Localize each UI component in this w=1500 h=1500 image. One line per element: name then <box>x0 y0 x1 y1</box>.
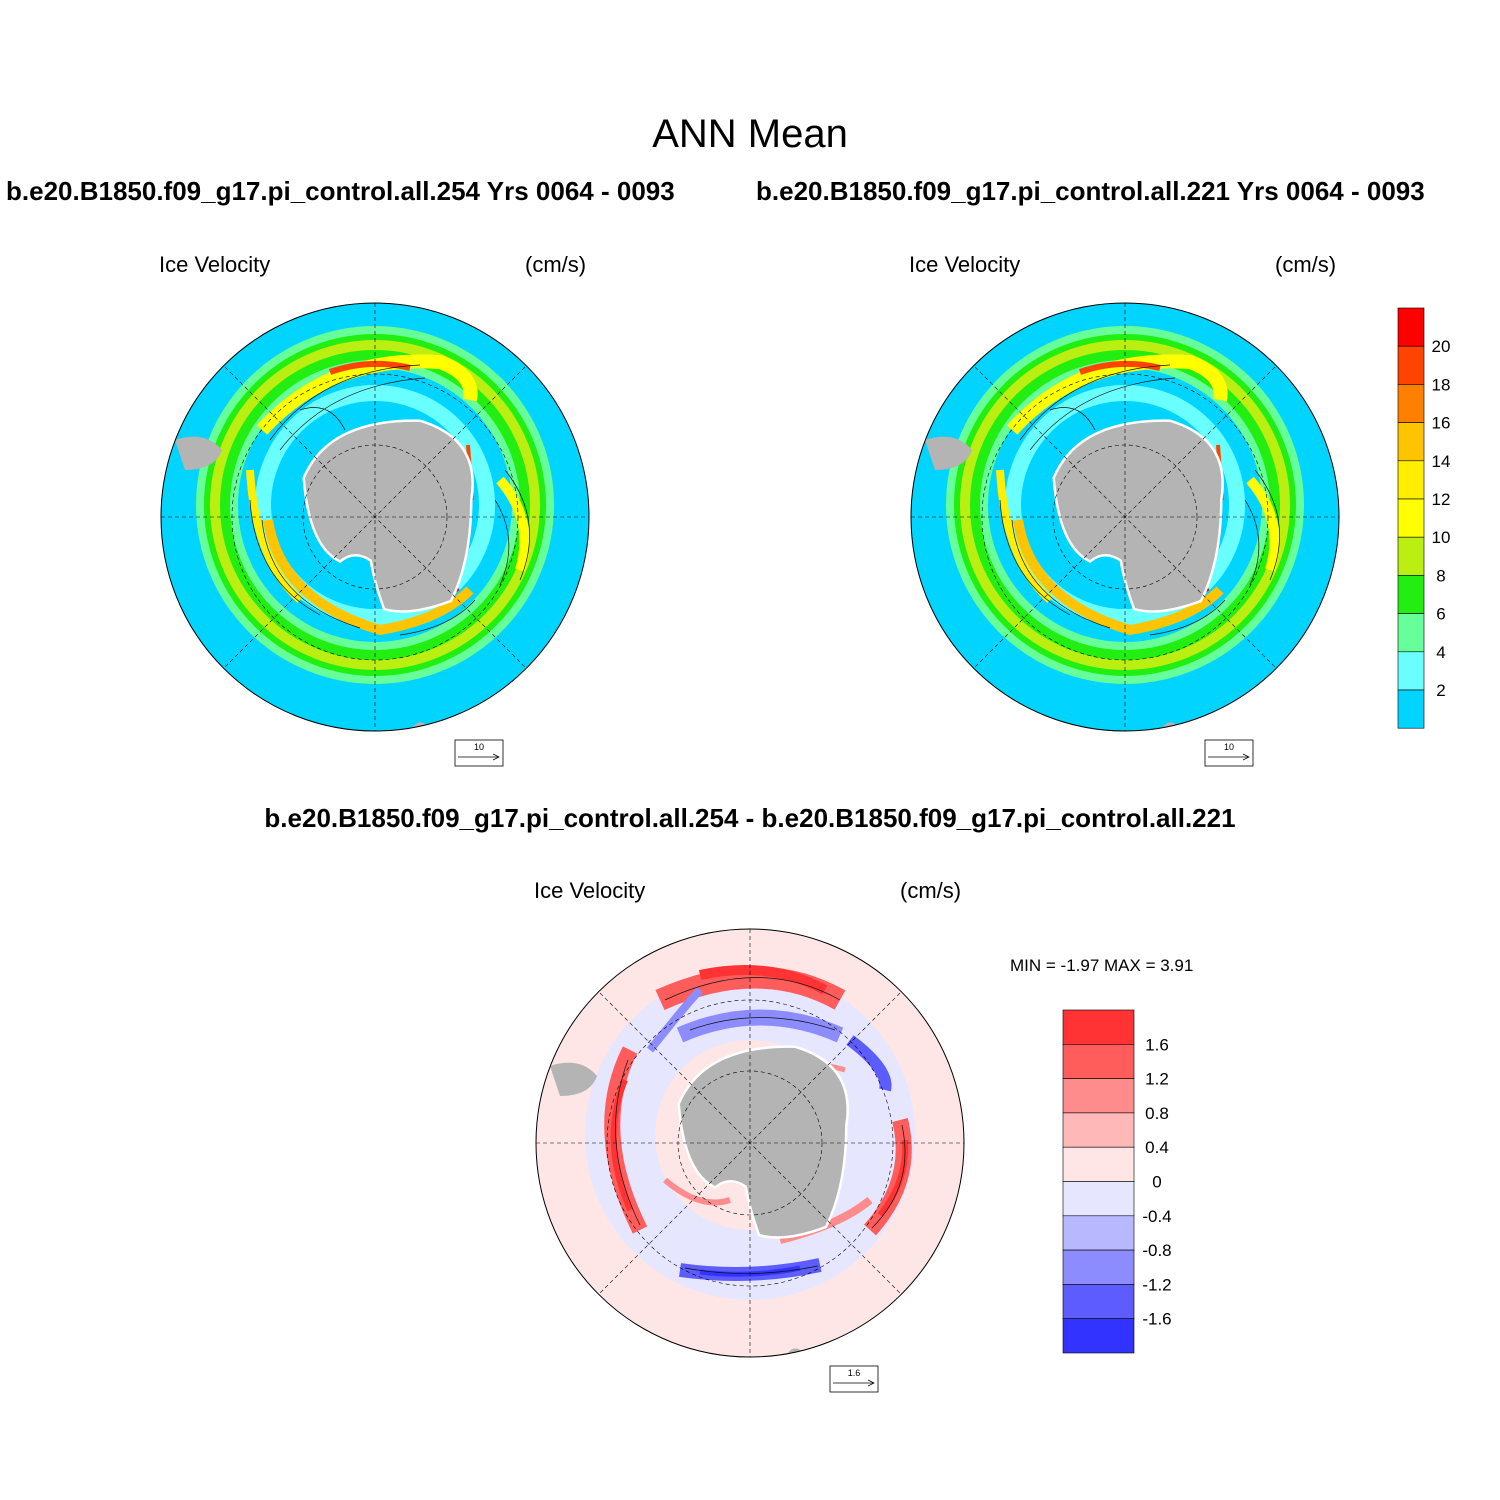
right-case-title: b.e20.B1850.f09_g17.pi_control.all.221 Y… <box>756 176 1425 206</box>
land-south-america <box>550 1062 597 1096</box>
colorbar-label: 12 <box>1432 490 1451 509</box>
colorbar-swatch <box>1062 1146 1135 1182</box>
colorbar-swatch <box>1062 1318 1135 1354</box>
colorbar-label: 16 <box>1432 414 1451 433</box>
colorbar-label: 0 <box>1152 1173 1161 1192</box>
colorbar-swatch <box>1397 651 1425 691</box>
diff-variable-label: Ice Velocity <box>534 878 646 903</box>
colorbar-swatch <box>1397 498 1425 538</box>
colorbar-label: -0.8 <box>1142 1241 1171 1260</box>
land-south-america <box>175 436 222 470</box>
colorbar-label: 2 <box>1436 681 1445 700</box>
reference-vector-label: 10 <box>1224 742 1234 752</box>
reference-vector-label: 1.6 <box>848 1368 861 1378</box>
colorbar-swatch <box>1397 575 1425 614</box>
ice-speed-field <box>161 303 589 731</box>
map-panel-difference: 1.6 <box>535 928 965 1393</box>
map-panel-case-221: 10 <box>910 302 1340 767</box>
colorbar-label: 1.6 <box>1145 1035 1169 1054</box>
colorbar-swatch <box>1397 460 1425 500</box>
colorbar-swatch <box>1062 1215 1135 1251</box>
colorbar-label: -1.2 <box>1142 1275 1171 1294</box>
reference-vector-label: 10 <box>474 742 484 752</box>
colorbar-swatch <box>1062 1181 1135 1217</box>
diff-min-max: MIN = -1.97 MAX = 3.91 <box>1010 956 1194 975</box>
map-panel-case-254: 10 <box>160 302 590 767</box>
colorbar-swatch <box>1062 1078 1135 1114</box>
graticule <box>911 303 1339 731</box>
colorbar-label: 20 <box>1432 337 1451 356</box>
left-variable-label: Ice Velocity <box>159 252 271 277</box>
graticule <box>536 929 964 1357</box>
colorbar-label: 1.2 <box>1145 1070 1169 1089</box>
left-case-title: b.e20.B1850.f09_g17.pi_control.all.254 Y… <box>6 176 675 206</box>
colorbar-label: 4 <box>1436 643 1445 662</box>
colorbar-swatch <box>1062 1284 1135 1320</box>
colorbar-swatch <box>1397 307 1425 347</box>
figure-title: ANN Mean <box>652 112 848 156</box>
colorbar-swatch <box>1062 1112 1135 1148</box>
ice-speed-field <box>911 303 1339 731</box>
velocity-vectors <box>999 364 1280 636</box>
difference-title: b.e20.B1850.f09_g17.pi_control.all.254 -… <box>264 803 1236 833</box>
speed-colorbar: 20 18 16 14 12 10 8 6 4 2 <box>1397 307 1451 729</box>
land-antarctica <box>1055 421 1222 611</box>
colorbar-swatch <box>1062 1249 1135 1285</box>
land-south-america <box>925 436 972 470</box>
colorbar-swatch <box>1062 1044 1135 1079</box>
colorbar-swatch <box>1062 1009 1135 1045</box>
left-units-label: (cm/s) <box>525 252 587 277</box>
colorbar-label: 6 <box>1436 605 1445 624</box>
graticule <box>161 303 589 731</box>
reference-vector-box: 1.6 <box>829 1365 879 1393</box>
colorbar-label: 8 <box>1436 566 1445 585</box>
velocity-vectors <box>249 364 530 636</box>
colorbar-swatch <box>1397 422 1425 462</box>
colorbar-swatch <box>1397 689 1425 729</box>
colorbar-swatch <box>1397 345 1425 385</box>
reference-vector-box: 10 <box>454 739 504 767</box>
velocity-vectors <box>615 977 906 1274</box>
colorbar-label: 18 <box>1432 375 1451 394</box>
right-variable-label: Ice Velocity <box>909 252 1021 277</box>
ice-velocity-difference-field <box>536 929 964 1357</box>
colorbar-label: 0.8 <box>1145 1104 1169 1123</box>
diff-units-label: (cm/s) <box>900 878 962 903</box>
colorbar-label: -0.4 <box>1142 1207 1171 1226</box>
colorbar-swatch <box>1397 536 1425 576</box>
colorbar-label: 10 <box>1432 528 1451 547</box>
colorbar-label: 14 <box>1432 452 1451 471</box>
land-antarctica <box>680 1047 847 1237</box>
right-units-label: (cm/s) <box>1275 252 1337 277</box>
colorbar-label: -1.6 <box>1142 1310 1171 1329</box>
colorbar-label: 0.4 <box>1145 1138 1169 1157</box>
difference-colorbar: 1.6 1.2 0.8 0.4 0 -0.4 -0.8 -1.2 -1.6 <box>1062 1009 1172 1354</box>
reference-vector-box: 10 <box>1204 739 1254 767</box>
land-antarctica <box>305 421 472 611</box>
colorbar-swatch <box>1397 613 1425 653</box>
colorbar-swatch <box>1397 384 1425 423</box>
